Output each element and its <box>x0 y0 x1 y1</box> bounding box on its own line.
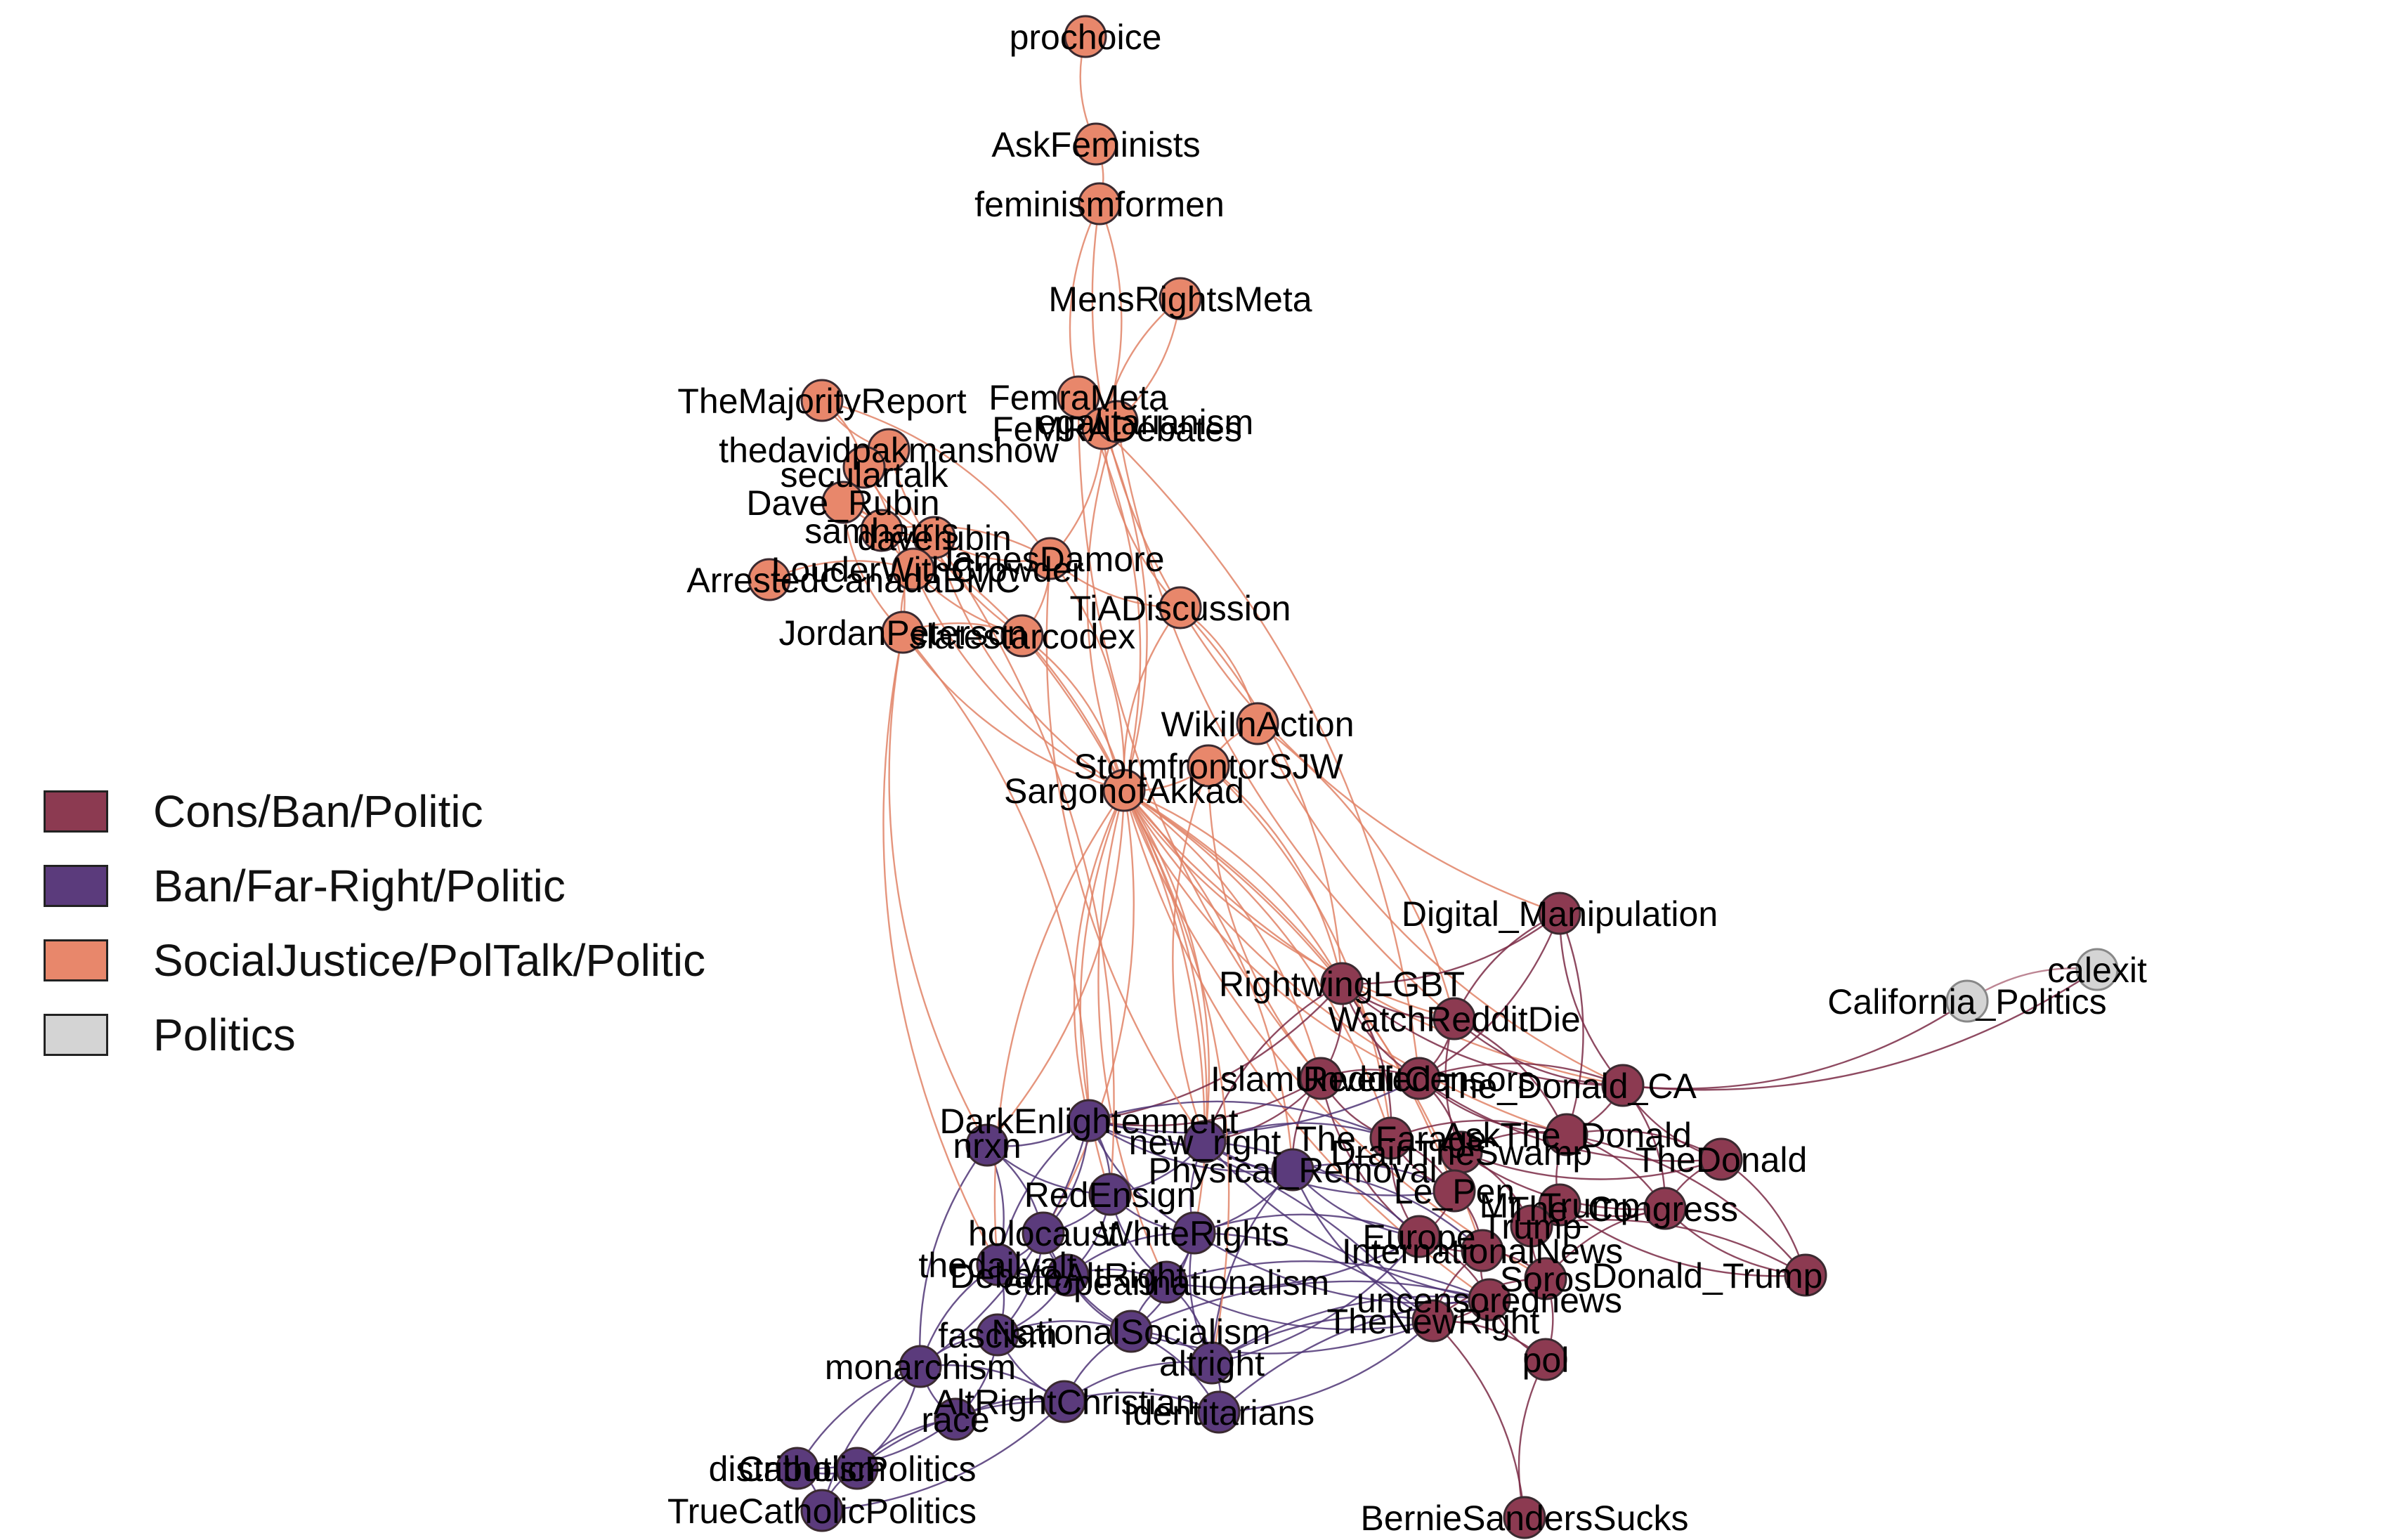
node-label-BernieSandersSucks: BernieSandersSucks <box>1361 1499 1689 1538</box>
node-label-RightwingLGBT: RightwingLGBT <box>1219 965 1465 1004</box>
legend-swatch-politics <box>44 1014 108 1056</box>
legend-swatch-social-justice <box>44 939 108 981</box>
node-label-Digital_Manipulation: Digital_Manipulation <box>1402 894 1718 934</box>
node-label-altright: altright <box>1159 1344 1265 1383</box>
node-label-europeannationalism: europeannationalism <box>1003 1263 1329 1303</box>
edge-JordanPeterson-thedaily <box>883 632 998 1265</box>
node-label-AskFeminists: AskFeminists <box>991 125 1200 164</box>
node-label-uncensorednews: uncensorednews <box>1357 1281 1622 1320</box>
node-label-prochoice: prochoice <box>1010 18 1162 57</box>
node-label-WhiteRights: WhiteRights <box>1099 1214 1289 1253</box>
edge-pol-BernieSandersSucks <box>1519 1359 1546 1518</box>
node-label-California_Politics: California_Politics <box>1827 982 2106 1022</box>
legend-label-politics: Politics <box>153 1009 296 1061</box>
node-label-CatholicPolitics: CatholicPolitics <box>738 1449 976 1489</box>
node-label-TrueCatholicPolitics: TrueCatholicPolitics <box>667 1492 977 1531</box>
legend-item-far-right: Ban/Far-Right/Politic <box>44 849 705 923</box>
legend-label-far-right: Ban/Far-Right/Politic <box>153 860 566 912</box>
node-label-WatchRedditDie: WatchRedditDie <box>1328 1000 1580 1039</box>
legend-swatch-cons <box>44 790 108 833</box>
node-label-monarchism: monarchism <box>825 1348 1016 1387</box>
node-label-nrxn: nrxn <box>953 1126 1021 1166</box>
legend-item-social-justice: SocialJustice/PolTalk/Politic <box>44 923 705 998</box>
node-label-SargonofAkkad: SargonofAkkad <box>1004 771 1244 811</box>
edge-monarchism-TrueCatholicPolitics <box>822 1366 920 1510</box>
legend-swatch-far-right <box>44 865 108 907</box>
node-label-The_Donald_CA: The_Donald_CA <box>1437 1066 1697 1106</box>
legend: Cons/Ban/Politic Ban/Far-Right/Politic S… <box>44 774 705 1072</box>
legend-item-cons: Cons/Ban/Politic <box>44 774 705 849</box>
node-label-pol: pol <box>1522 1340 1570 1380</box>
node-label-TheDonald: TheDonald <box>1636 1140 1808 1180</box>
edge-TheNewRight-BernieSandersSucks <box>1433 1321 1525 1518</box>
node-label-Identitarians: Identitarians <box>1123 1393 1314 1433</box>
legend-item-politics: Politics <box>44 998 705 1072</box>
node-label-race: race <box>921 1400 989 1440</box>
legend-label-cons: Cons/Ban/Politic <box>153 785 483 837</box>
edge-SargonofAkkad-holocaust <box>1043 790 1134 1233</box>
edge-JordanPeterson-DarkEnlightenment <box>903 632 1089 1121</box>
legend-label-social-justice: SocialJustice/PolTalk/Politic <box>153 934 705 986</box>
node-label-egalitarianism: egalitarianism <box>1037 403 1253 442</box>
node-label-LouderWithCrowder: LouderWithCrowder <box>771 550 1084 589</box>
node-label-TheMajorityReport: TheMajorityReport <box>677 381 966 421</box>
node-label-Donald_Trump: Donald_Trump <box>1592 1256 1823 1296</box>
node-label-RedEnsign: RedEnsign <box>1024 1175 1196 1215</box>
edge-SargonofAkkad-nrxn <box>987 790 1124 1145</box>
node-label-MensRightsMeta: MensRightsMeta <box>1048 280 1312 319</box>
node-label-slatestarcodex: slatestarcodex <box>909 617 1135 656</box>
node-label-WikiInAction: WikiInAction <box>1161 705 1354 744</box>
node-label-feminismformen: feminismformen <box>974 185 1225 224</box>
